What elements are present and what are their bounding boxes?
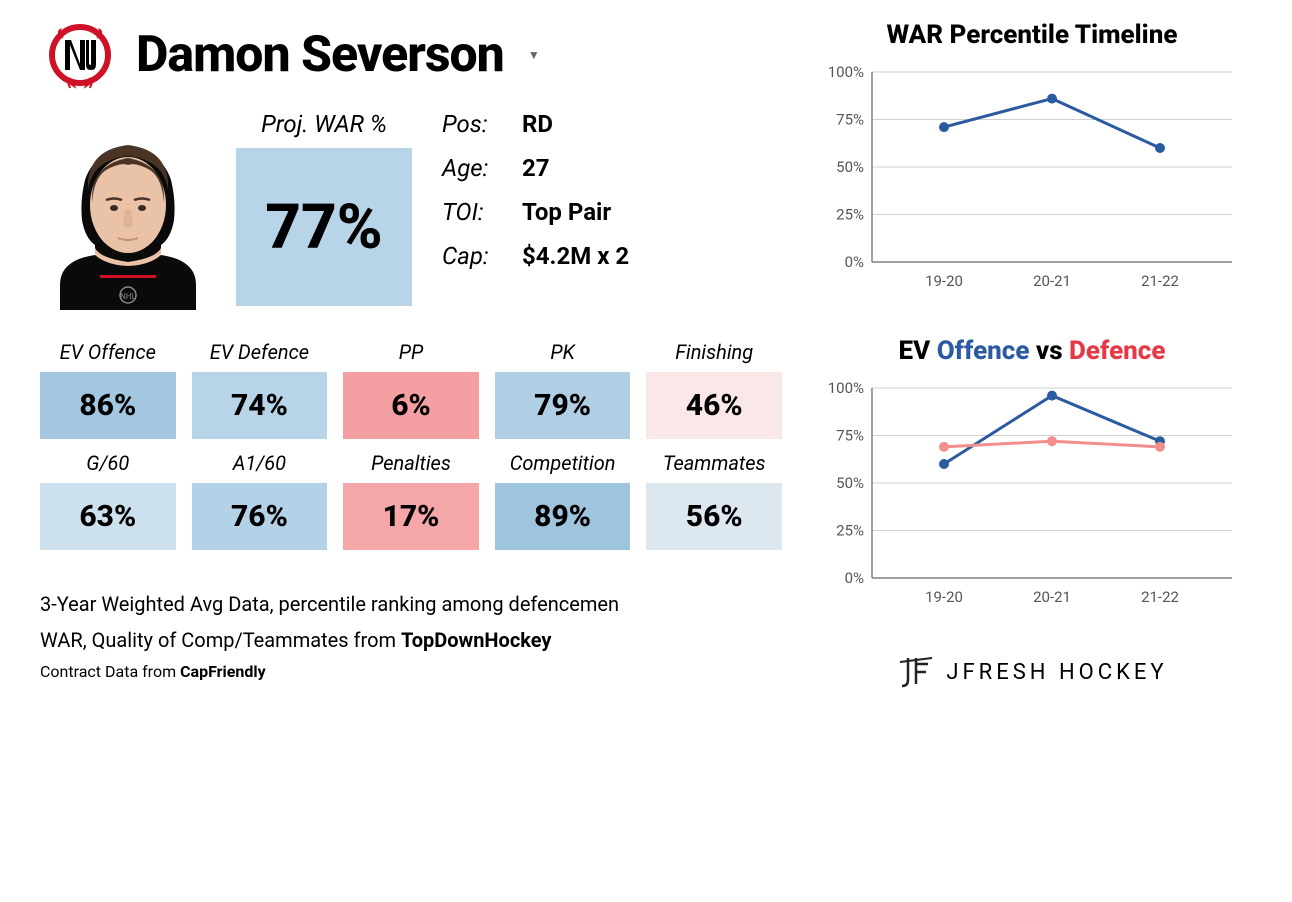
stat-cell: PK 79% [495,340,631,439]
svg-text:50%: 50% [836,158,864,176]
stat-cell: Penalties 17% [343,451,479,550]
right-panel: WAR Percentile Timeline 0% 25% 50% 75% 100% 1… [812,20,1252,692]
stat-label: EV Offence [40,340,176,364]
stat-value: 56% [646,483,782,550]
stat-cell: PP 6% [343,340,479,439]
stat-value: 89% [495,483,631,550]
stat-cell: Competition 89% [495,451,631,550]
brand-logo-icon [896,652,936,692]
svg-text:25%: 25% [836,522,864,540]
war-value: 77% [236,148,412,306]
stat-label: Competition [495,451,631,475]
svg-text:100%: 100% [828,63,864,81]
war-label: Proj. WAR % [236,110,412,138]
svg-text:NHL: NHL [120,292,136,301]
stat-label: G/60 [40,451,176,475]
svg-text:0%: 0% [845,569,864,587]
stat-value: 74% [192,372,328,439]
brand-footer: JFRESH HOCKEY [812,652,1252,692]
svg-text:21-22: 21-22 [1141,588,1179,606]
svg-text:21-22: 21-22 [1141,272,1179,290]
stat-grid: EV Offence86%EV Defence74%PP6%PK79%Finis… [40,340,782,550]
left-panel: Damon Severson ▼ [40,20,782,692]
stat-cell: G/60 63% [40,451,176,550]
chart1-title: WAR Percentile Timeline [812,20,1252,50]
dropdown-icon[interactable]: ▼ [528,48,540,62]
stat-cell: A1/60 76% [192,451,328,550]
info-value: Top Pair [522,198,611,226]
player-card: Damon Severson ▼ [40,20,1252,692]
stat-value: 79% [495,372,631,439]
stat-value: 46% [646,372,782,439]
war-box: Proj. WAR % 77% [236,110,412,306]
stat-cell: Teammates 56% [646,451,782,550]
stat-label: A1/60 [192,451,328,475]
footer: 3-Year Weighted Avg Data, percentile ran… [40,586,782,687]
footer-line-3: Contract Data from CapFriendly [40,658,782,687]
svg-text:50%: 50% [836,474,864,492]
stat-label: Penalties [343,451,479,475]
svg-text:19-20: 19-20 [925,272,963,290]
info-label: Age: [442,154,522,182]
info-label: Pos: [442,110,522,138]
chart2-title: EV Offence vs Defence [812,336,1252,366]
info-value: $4.2M x 2 [522,242,629,270]
info-row: Pos:RD [442,110,629,138]
stat-cell: Finishing 46% [646,340,782,439]
stat-value: 6% [343,372,479,439]
stat-value: 76% [192,483,328,550]
svg-text:75%: 75% [836,111,864,129]
info-value: RD [522,110,553,138]
stat-value: 17% [343,483,479,550]
svg-text:75%: 75% [836,427,864,445]
chart1-svg: 0% 25% 50% 75% 100% 19-20 20-21 21-22 [812,62,1252,302]
header: Damon Severson ▼ [40,20,782,90]
footer-line-1: 3-Year Weighted Avg Data, percentile ran… [40,586,782,622]
stat-cell: EV Defence 74% [192,340,328,439]
team-logo [40,20,120,90]
svg-text:20-21: 20-21 [1033,272,1071,290]
ev-offence-defence-chart: EV Offence vs Defence 0% 25% 50% 75% 100% 19-… [812,336,1252,622]
info-row: Age:27 [442,154,629,182]
info-label: Cap: [442,242,522,270]
stat-cell: EV Offence 86% [40,340,176,439]
stat-label: Finishing [646,340,782,364]
stat-label: EV Defence [192,340,328,364]
player-headshot: NHL [40,110,216,310]
info-row: Cap:$4.2M x 2 [442,242,629,270]
info-row: TOI:Top Pair [442,198,629,226]
stat-value: 86% [40,372,176,439]
info-value: 27 [522,154,550,182]
svg-text:20-21: 20-21 [1033,588,1071,606]
stat-label: PP [343,340,479,364]
stat-label: Teammates [646,451,782,475]
stat-value: 63% [40,483,176,550]
info-label: TOI: [442,198,522,226]
svg-text:0%: 0% [845,253,864,271]
chart2-svg: 0% 25% 50% 75% 100% 19-20 20-21 21-22 [812,378,1252,618]
stat-label: PK [495,340,631,364]
brand-text: JFRESH HOCKEY [946,660,1167,685]
war-timeline-chart: WAR Percentile Timeline 0% 25% 50% 75% 100% 1… [812,20,1252,306]
footer-line-2: WAR, Quality of Comp/Teammates from TopD… [40,622,782,658]
svg-text:100%: 100% [828,379,864,397]
svg-text:19-20: 19-20 [925,588,963,606]
player-name: Damon Severson [136,26,504,84]
player-info: Pos:RDAge:27TOI:Top PairCap:$4.2M x 2 [442,110,629,286]
svg-text:25%: 25% [836,206,864,224]
top-row: NHL Proj. WAR % 77% Pos:RDAge:27TOI:Top … [40,110,782,310]
